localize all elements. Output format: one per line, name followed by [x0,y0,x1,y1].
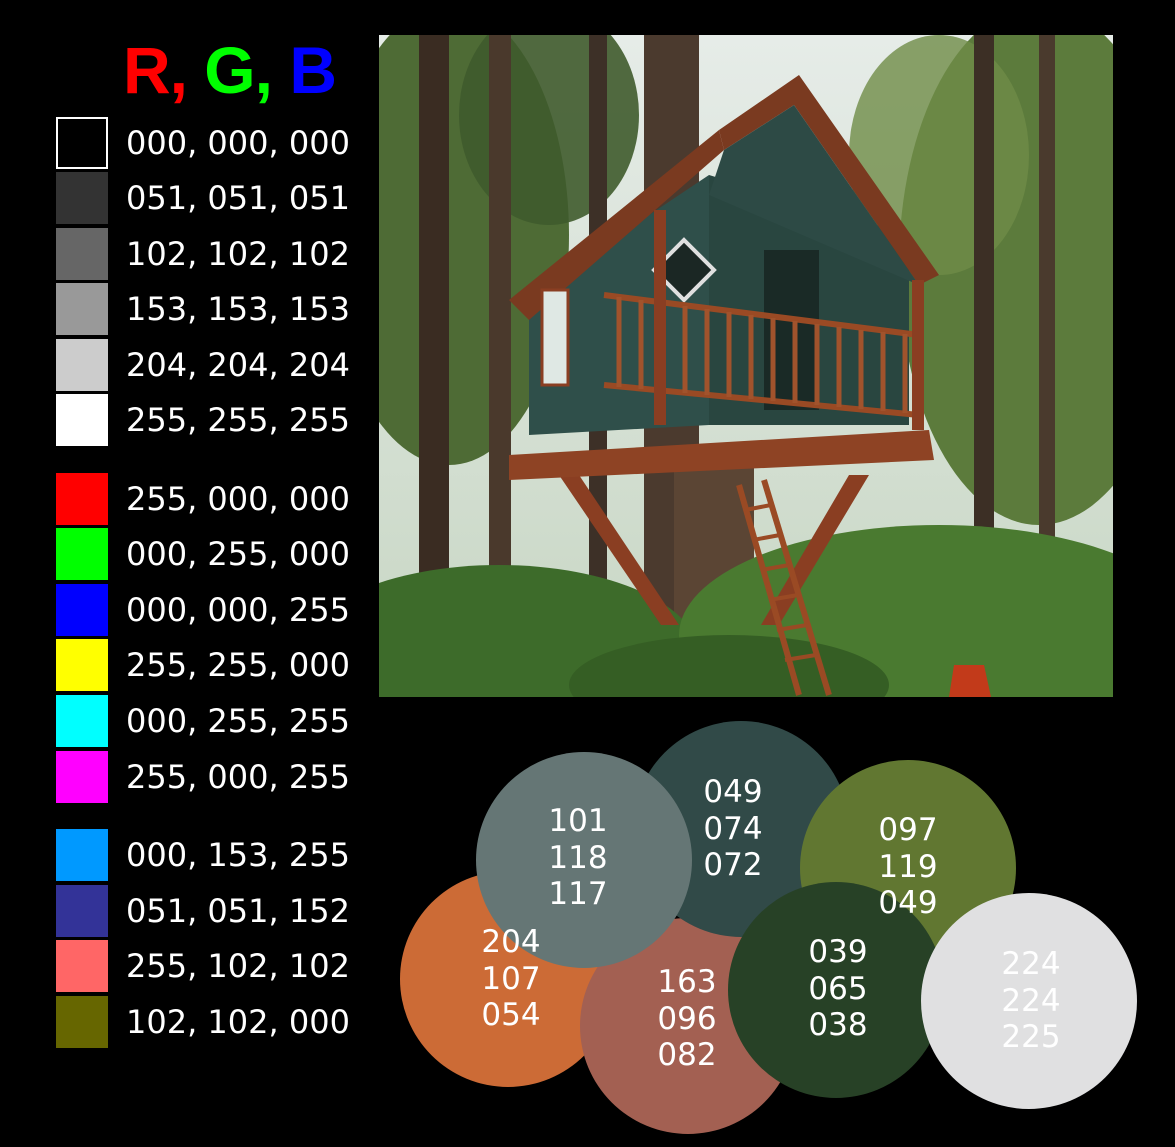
swatch-rgb-label: 255, 255, 255 [126,401,350,439]
swatch-rgb-label: 102, 102, 102 [126,235,350,273]
swatch-row: 255, 000, 000 [56,473,350,525]
circle-rgb-label: 163 096 082 [647,964,727,1074]
swatch-row: 000, 000, 000 [56,117,350,169]
circle-rgb-value: 072 [703,847,763,883]
photo-illustration [379,35,1113,697]
swatch-rgb-label: 051, 051, 152 [126,892,350,930]
color-swatch [56,528,108,580]
swatch-rgb-label: 051, 051, 051 [126,179,350,217]
color-swatch [56,584,108,636]
swatch-rgb-label: 255, 102, 102 [126,947,350,985]
color-swatch [56,339,108,391]
swatch-row: 255, 255, 255 [56,394,350,446]
color-swatch [56,473,108,525]
swatch-rgb-label: 255, 000, 000 [126,480,350,518]
circle-rgb-label: 204 107 054 [471,924,551,1034]
header-sep-2: , [254,33,290,107]
swatch-rgb-label: 255, 000, 255 [126,758,350,796]
color-circle [921,893,1137,1109]
circle-rgb-value: 118 [548,839,608,876]
color-circle [728,882,944,1098]
circle-rgb-label: 097 119 049 [868,812,948,922]
circle-rgb-value: 039 [808,934,868,970]
circle-rgb-value: 101 [548,803,608,839]
swatch-rgb-label: 255, 255, 000 [126,646,350,684]
swatch-rgb-label: 000, 255, 000 [126,535,350,573]
circle-rgb-label: 224 224 225 [991,946,1071,1056]
swatch-rgb-label: 204, 204, 204 [126,346,350,384]
circle-rgb-value: 054 [481,997,541,1033]
circle-rgb-value: 082 [657,1037,717,1073]
circle-rgb-label: 049 074 072 [693,774,773,884]
circle-rgb-value: 097 [878,812,938,848]
circle-rgb-label: 101 118 117 [538,803,618,913]
color-circle [476,752,692,968]
header-g: G [204,33,255,107]
swatch-rgb-label: 000, 000, 000 [126,124,350,162]
swatch-row: 051, 051, 152 [56,885,350,937]
circle-rgb-value: 049 [878,885,938,921]
swatch-row: 051, 051, 051 [56,172,350,224]
swatch-row: 153, 153, 153 [56,283,350,335]
circle-rgb-value: 163 [657,964,717,1000]
color-swatch [56,283,108,335]
swatch-row: 204, 204, 204 [56,339,350,391]
color-swatch [56,172,108,224]
circle-rgb-value: 117 [548,876,608,912]
swatch-rgb-label: 000, 255, 255 [126,702,350,740]
header-sep-1: , [169,33,205,107]
swatch-row: 255, 255, 000 [56,639,350,691]
swatch-row: 255, 102, 102 [56,940,350,992]
color-swatch [56,228,108,280]
circle-rgb-value: 224 [1001,946,1061,982]
swatch-row: 102, 102, 000 [56,996,350,1048]
swatch-rgb-label: 153, 153, 153 [126,290,350,328]
circle-rgb-value: 038 [808,1007,868,1043]
circle-rgb-value: 049 [703,774,763,810]
color-swatch [56,829,108,881]
color-swatch [56,695,108,747]
circle-rgb-value: 096 [657,1000,717,1037]
swatch-row: 102, 102, 102 [56,228,350,280]
swatch-rgb-label: 000, 153, 255 [126,836,350,874]
color-swatch [56,117,108,169]
color-swatch [56,940,108,992]
swatch-row: 000, 255, 000 [56,528,350,580]
header-r: R [122,33,171,107]
circle-rgb-value: 065 [808,970,868,1007]
swatch-rgb-label: 000, 000, 255 [126,591,350,629]
circle-rgb-value: 119 [878,848,938,885]
circle-rgb-value: 204 [481,924,541,960]
swatch-row: 000, 255, 255 [56,695,350,747]
circle-rgb-value: 225 [1001,1019,1061,1055]
circle-rgb-value: 107 [481,960,541,997]
circle-rgb-value: 224 [1001,982,1061,1019]
color-swatch [56,751,108,803]
color-swatch [56,394,108,446]
circle-rgb-label: 039 065 038 [798,934,878,1044]
header-b: B [289,33,337,107]
swatch-row: 000, 153, 255 [56,829,350,881]
swatch-row: 000, 000, 255 [56,584,350,636]
color-swatch [56,639,108,691]
swatch-row: 255, 000, 255 [56,751,350,803]
rgb-header: R, G, B [122,30,337,110]
color-swatch [56,996,108,1048]
treehouse-photo [379,35,1113,697]
circle-rgb-value: 074 [703,810,763,847]
color-swatch [56,885,108,937]
swatch-rgb-label: 102, 102, 000 [126,1003,350,1041]
